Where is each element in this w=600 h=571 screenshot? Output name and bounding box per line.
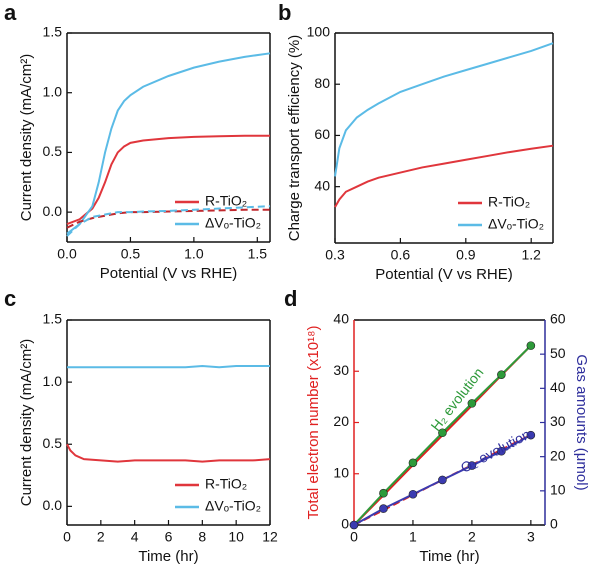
- y2-tick-label: 40: [550, 379, 566, 395]
- series-line: [66, 52, 271, 235]
- x-tick-label: 0.9: [456, 247, 476, 263]
- y-tick-label: 0.5: [43, 435, 63, 451]
- x-tick-label: 3: [527, 529, 535, 545]
- series-line: [334, 42, 554, 177]
- marker: [438, 428, 447, 438]
- y-tick-label: 1.5: [43, 311, 63, 327]
- y-axis-title: Total electron number (x10¹⁸): [305, 326, 322, 520]
- x-tick-label: 2: [468, 529, 476, 545]
- panel-label: a: [4, 0, 17, 25]
- x-axis-title: Potential (V vs RHE): [100, 265, 238, 282]
- y2-axis-title: Gas amounts (μmol): [573, 354, 590, 490]
- marker: [497, 446, 506, 456]
- y-axis-title: Charge transport efficiency (%): [286, 35, 303, 241]
- marker: [526, 430, 536, 440]
- marker: [497, 370, 506, 379]
- y-tick-label: 0.5: [43, 143, 63, 159]
- y-tick-label: 1.5: [43, 24, 63, 40]
- marker: [379, 504, 388, 513]
- y-tick-label: 40: [333, 311, 349, 327]
- y-axis-title: Current density (mA/cm²): [18, 54, 35, 222]
- y2-tick-label: 10: [550, 482, 566, 498]
- legend-label: R-TiO₂: [205, 476, 247, 492]
- marker: [349, 520, 359, 530]
- y-tick-label: 30: [333, 362, 349, 378]
- x-tick-label: 2: [97, 529, 105, 545]
- y-tick-label: 100: [307, 24, 331, 40]
- marker: [526, 341, 536, 350]
- x-tick-label: 8: [198, 529, 206, 545]
- y-tick-label: 60: [314, 126, 330, 142]
- x-tick-label: 1.0: [184, 246, 204, 262]
- series-line: [66, 208, 270, 229]
- x-tick-label: 6: [165, 529, 173, 545]
- marker: [438, 475, 447, 485]
- y-tick-label: 0.0: [43, 203, 63, 219]
- y-tick-label: 80: [314, 75, 330, 91]
- y-tick-label: 0: [341, 516, 349, 532]
- x-tick-label: 12: [262, 529, 278, 545]
- x-tick-label: 0: [350, 529, 358, 545]
- x-axis-title: Time (hr): [419, 548, 479, 565]
- y2-tick-label: 30: [550, 413, 566, 429]
- y2-tick-label: 0: [550, 516, 558, 532]
- y2-tick-label: 20: [550, 447, 566, 463]
- x-tick-label: 0.5: [121, 246, 141, 262]
- y-tick-label: 1.0: [43, 373, 63, 389]
- panel-label: b: [278, 0, 291, 25]
- series-line: [66, 134, 270, 226]
- x-tick-label: 1.5: [248, 246, 268, 262]
- series-line: [66, 205, 271, 237]
- x-axis-title: Potential (V vs RHE): [375, 266, 513, 283]
- x-tick-label: 1.2: [521, 247, 541, 263]
- y-tick-label: 10: [333, 464, 349, 480]
- marker: [467, 461, 477, 470]
- series-line: [334, 144, 554, 208]
- x-tick-label: 0: [63, 529, 71, 545]
- y-tick-label: 20: [333, 413, 349, 429]
- x-tick-label: 1: [409, 529, 417, 545]
- marker: [467, 399, 477, 408]
- x-tick-label: 0.3: [325, 247, 345, 263]
- y-tick-label: 1.0: [43, 83, 63, 99]
- x-tick-label: 4: [131, 529, 139, 545]
- annotation: O₂ evolution: [458, 426, 533, 476]
- legend-label: ΔVₒ-TiO₂: [205, 215, 261, 231]
- y-tick-label: 40: [314, 177, 330, 193]
- legend-label: ΔVₒ-TiO₂: [488, 216, 544, 232]
- x-tick-label: 0.0: [57, 246, 77, 262]
- series-line: [66, 443, 271, 463]
- legend-label: R-TiO₂: [205, 193, 247, 209]
- legend-label: ΔVₒ-TiO₂: [205, 498, 261, 514]
- y-axis-title: Current density (mA/cm²): [18, 339, 35, 507]
- series-line: [67, 364, 270, 369]
- panel-label: c: [4, 286, 16, 311]
- x-tick-label: 0.6: [391, 247, 411, 263]
- y2-tick-label: 50: [550, 345, 566, 361]
- panel-label: d: [284, 286, 297, 311]
- marker: [379, 488, 388, 498]
- y-tick-label: 0.0: [43, 497, 63, 513]
- marker: [408, 489, 418, 499]
- x-axis-title: Time (hr): [138, 548, 198, 565]
- legend-label: R-TiO₂: [488, 194, 530, 210]
- marker: [408, 458, 418, 468]
- x-tick-label: 10: [228, 529, 244, 545]
- y2-tick-label: 60: [550, 311, 566, 327]
